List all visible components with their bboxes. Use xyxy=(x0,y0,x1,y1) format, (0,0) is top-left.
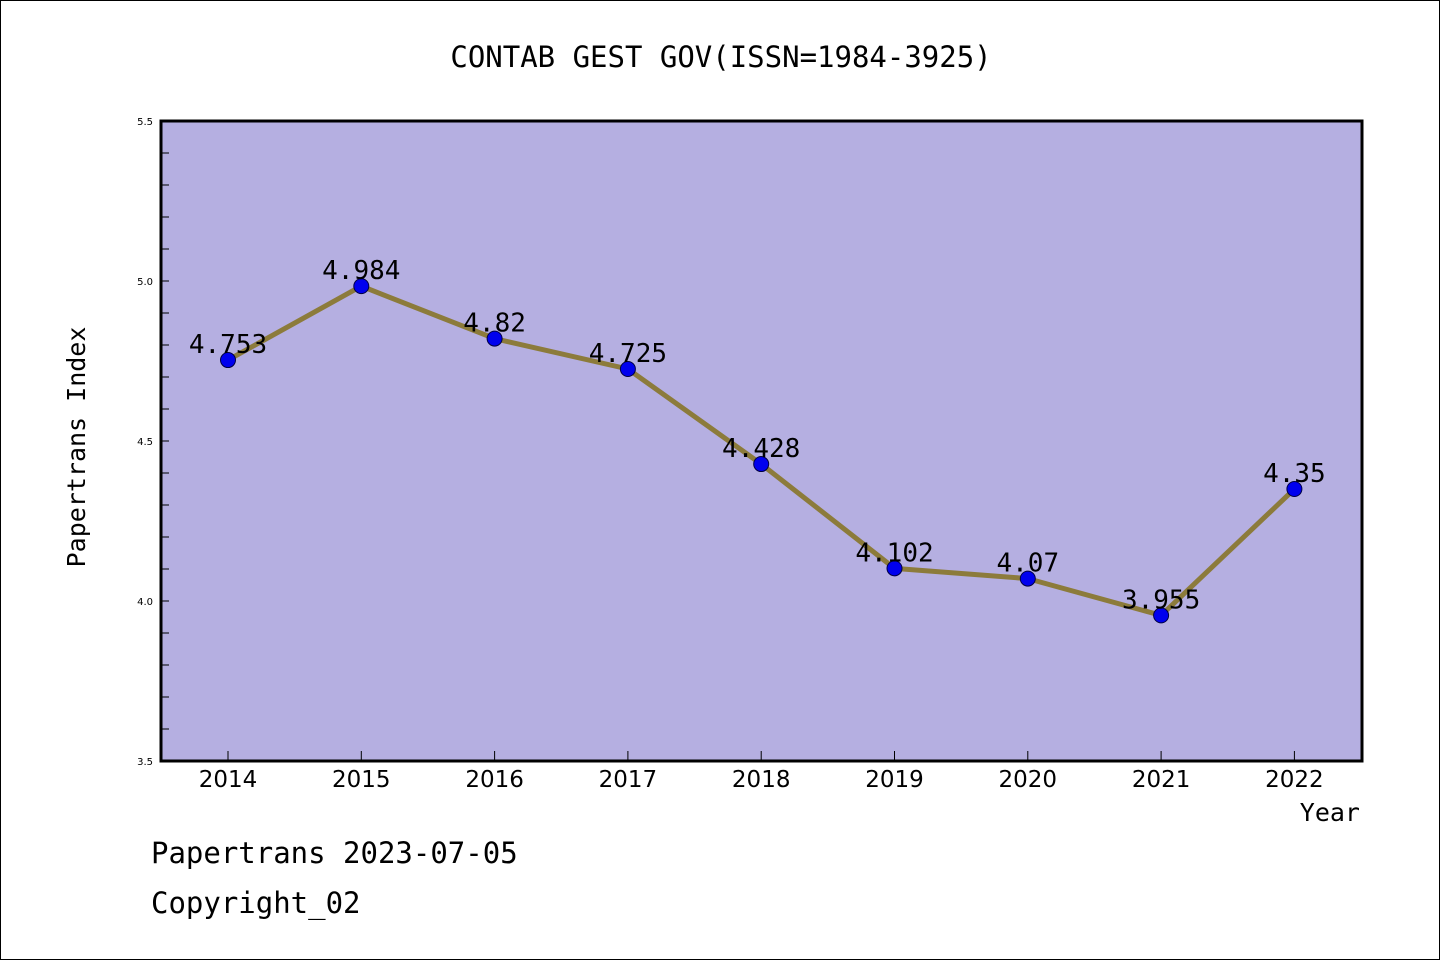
data-label: 4.725 xyxy=(589,339,667,369)
y-tick-label: 3.5 xyxy=(137,757,153,768)
x-tick-label: 2020 xyxy=(999,767,1058,793)
data-label: 4.753 xyxy=(189,330,267,360)
data-point xyxy=(220,352,236,369)
data-label: 4.428 xyxy=(722,434,800,464)
x-tick-label: 2017 xyxy=(599,767,658,793)
data-point xyxy=(886,560,903,577)
data-point xyxy=(1153,607,1170,624)
data-point xyxy=(486,330,503,347)
x-tick-label: 2019 xyxy=(865,767,924,793)
data-point xyxy=(619,361,636,377)
data-label: 4.82 xyxy=(463,309,526,339)
x-tick-label: 2018 xyxy=(732,767,791,793)
y-tick-label: 4.0 xyxy=(137,597,153,608)
plot-area xyxy=(161,121,1362,761)
data-label: 4.102 xyxy=(855,538,933,568)
y-tick-label: 4.5 xyxy=(137,437,153,448)
x-axis-label: Year xyxy=(1300,798,1360,827)
data-label: 3.955 xyxy=(1122,585,1200,615)
x-tick-label: 2016 xyxy=(465,767,524,793)
data-point xyxy=(1019,570,1036,587)
data-point xyxy=(1286,481,1303,497)
plot-frame xyxy=(159,119,1364,763)
data-labels: 4.753 4.984 4.82 4.725 4.428 4.102 4.07 3.955 4.… xyxy=(189,256,1326,615)
y-axis-label: Papertrans Index xyxy=(62,327,91,568)
y-tick-label: 5.0 xyxy=(137,277,153,288)
x-tick-label: 2015 xyxy=(332,767,391,793)
x-ticks xyxy=(227,751,1295,761)
x-tick-label: 2021 xyxy=(1132,767,1191,793)
data-label: 4.984 xyxy=(322,256,400,286)
data-markers xyxy=(220,278,1303,624)
y-tick-labels: 3.5 4.0 4.5 5.0 5.5 xyxy=(137,117,153,768)
x-tick-label: 2014 xyxy=(199,767,258,793)
chart-title: CONTAB GEST GOV(ISSN=1984-3925) xyxy=(450,40,991,74)
x-tick-labels: 2014 2015 2016 2017 2018 2019 2020 2021 2022 xyxy=(199,767,1324,793)
x-tick-label: 2022 xyxy=(1265,767,1324,793)
footer-date: Papertrans 2023-07-05 xyxy=(151,836,518,870)
data-point xyxy=(753,456,770,473)
data-point xyxy=(353,278,370,295)
y-tick-label: 5.5 xyxy=(137,117,153,128)
data-label: 4.07 xyxy=(996,549,1059,579)
data-label: 4.35 xyxy=(1263,459,1326,489)
footer-copyright: Copyright_02 xyxy=(151,886,361,920)
